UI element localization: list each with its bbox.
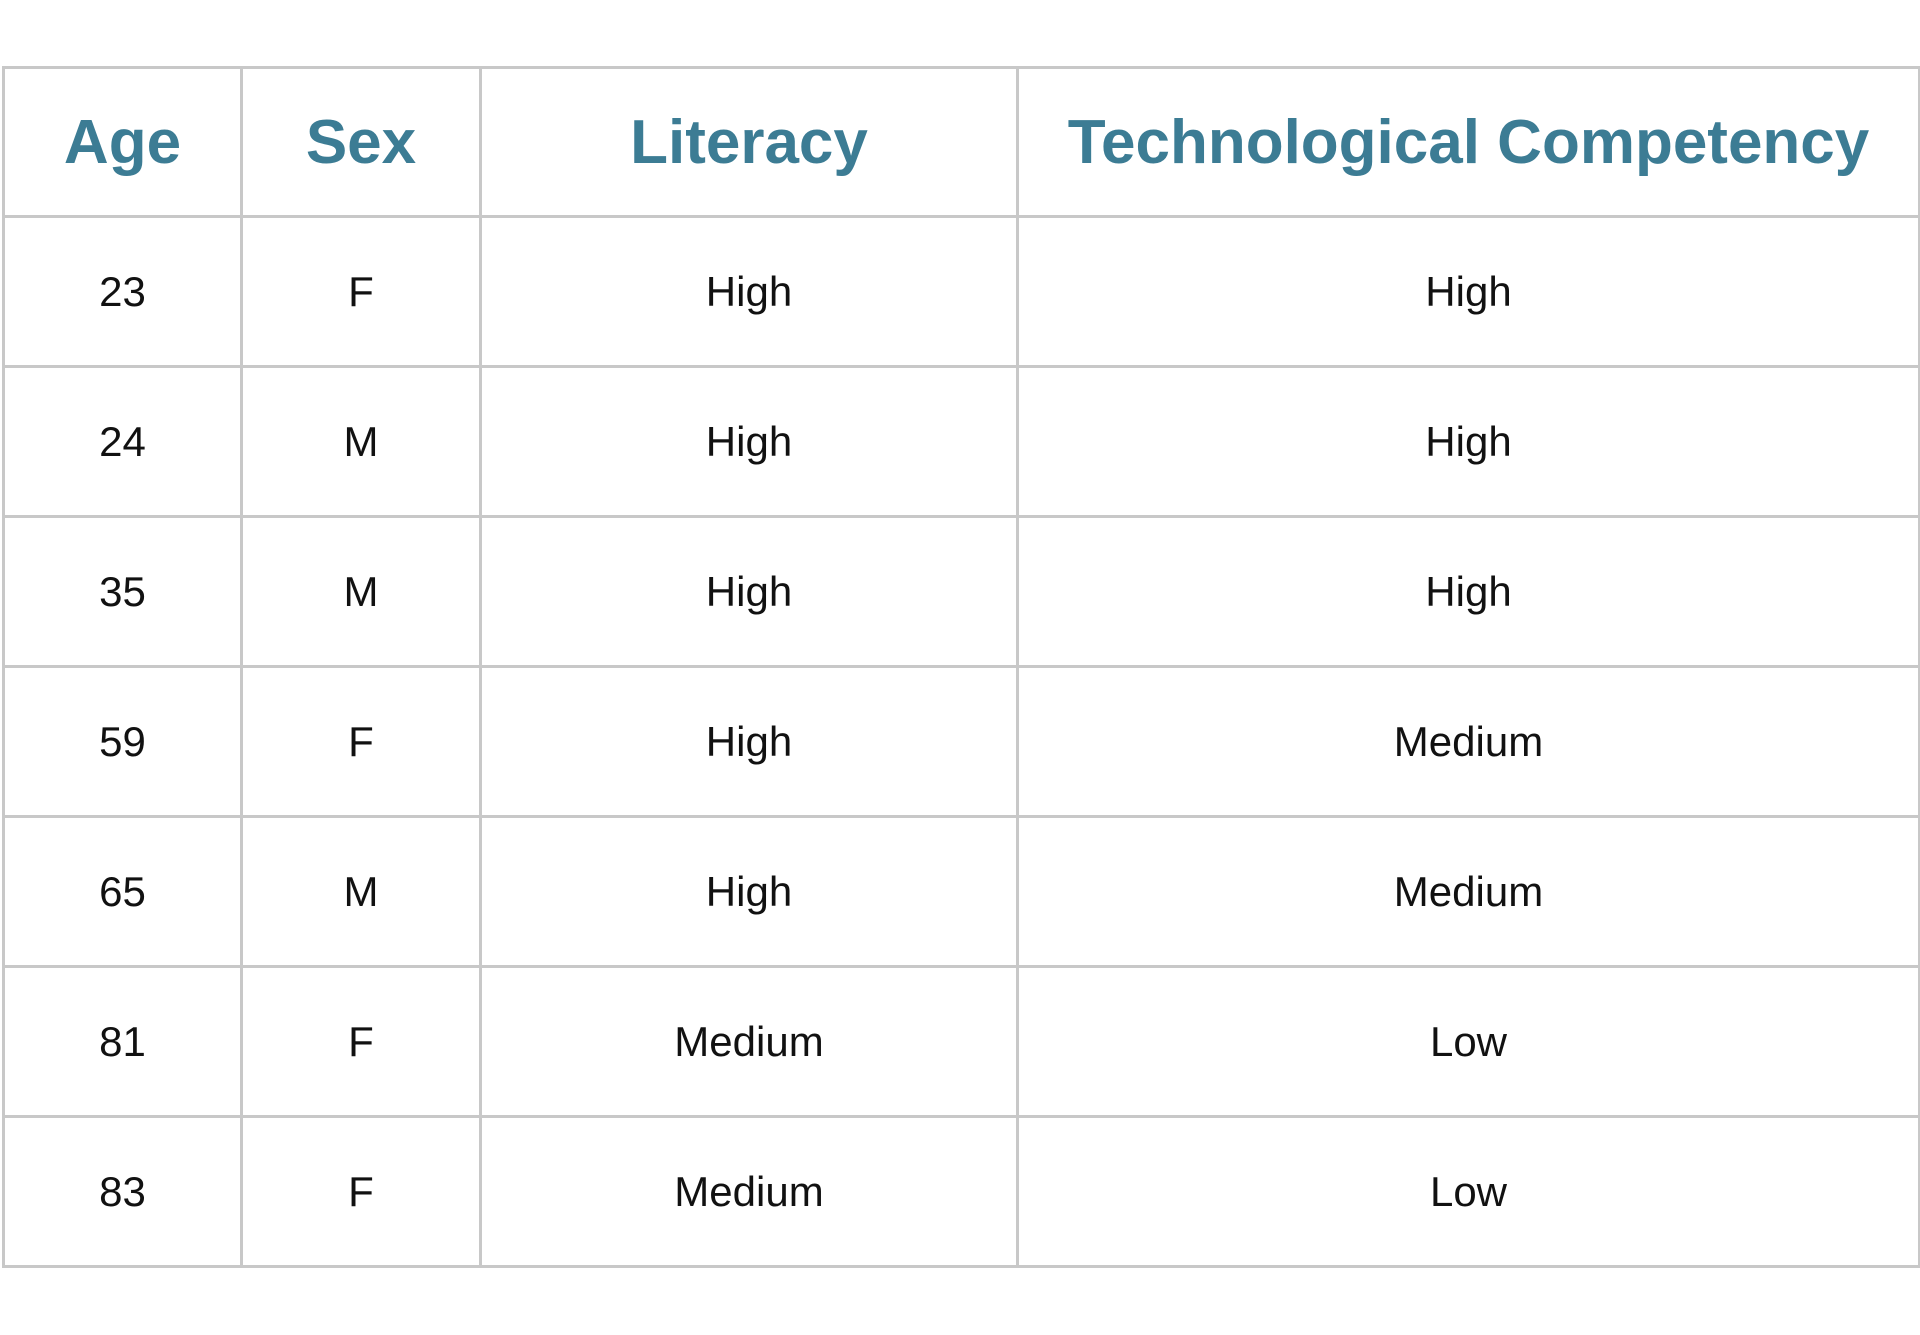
cell-age: 83 [2, 1115, 243, 1268]
table-row: 35 M High High [2, 515, 1920, 668]
cell-age: 24 [2, 365, 243, 518]
cell-sex: M [240, 815, 482, 968]
cell-technological-competency: Low [1016, 965, 1920, 1118]
cell-age: 59 [2, 665, 243, 818]
table-header: Age Sex Literacy Technological Competenc… [2, 66, 1920, 218]
cell-age: 81 [2, 965, 243, 1118]
cell-technological-competency: Low [1016, 1115, 1920, 1268]
cell-sex: F [240, 965, 482, 1118]
header-literacy: Literacy [479, 66, 1019, 218]
table-row: 81 F Medium Low [2, 965, 1920, 1118]
cell-technological-competency: High [1016, 515, 1920, 668]
table-body: 23 F High High 24 M High High 35 M High … [2, 215, 1920, 1268]
table-row: 65 M High Medium [2, 815, 1920, 968]
table-row: 83 F Medium Low [2, 1115, 1920, 1268]
cell-age: 35 [2, 515, 243, 668]
cell-technological-competency: High [1016, 215, 1920, 368]
table-row: 24 M High High [2, 365, 1920, 518]
cell-sex: M [240, 365, 482, 518]
header-row: Age Sex Literacy Technological Competenc… [2, 66, 1920, 218]
cell-sex: F [240, 1115, 482, 1268]
cell-age: 65 [2, 815, 243, 968]
cell-technological-competency: High [1016, 365, 1920, 518]
cell-literacy: Medium [479, 1115, 1019, 1268]
table-row: 59 F High Medium [2, 665, 1920, 818]
table-container: Age Sex Literacy Technological Competenc… [2, 66, 1920, 1268]
cell-literacy: High [479, 215, 1019, 368]
cell-sex: F [240, 665, 482, 818]
cell-technological-competency: Medium [1016, 665, 1920, 818]
cell-literacy: Medium [479, 965, 1019, 1118]
cell-technological-competency: Medium [1016, 815, 1920, 968]
cell-literacy: High [479, 815, 1019, 968]
participants-table: Age Sex Literacy Technological Competenc… [2, 66, 1920, 1268]
header-technological-competency: Technological Competency [1016, 66, 1920, 218]
cell-literacy: High [479, 515, 1019, 668]
cell-age: 23 [2, 215, 243, 368]
table-row: 23 F High High [2, 215, 1920, 368]
cell-sex: F [240, 215, 482, 368]
cell-literacy: High [479, 665, 1019, 818]
header-age: Age [2, 66, 243, 218]
header-sex: Sex [240, 66, 482, 218]
cell-sex: M [240, 515, 482, 668]
cell-literacy: High [479, 365, 1019, 518]
